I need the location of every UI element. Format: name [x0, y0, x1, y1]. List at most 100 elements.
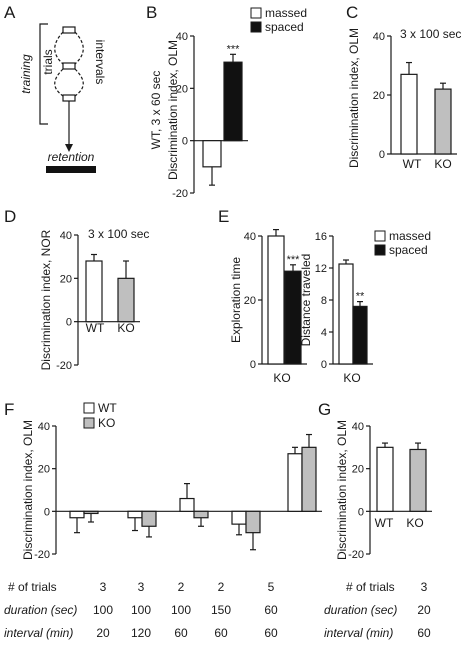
category-label-e2: KO: [343, 371, 360, 385]
training-schematic: [39, 23, 96, 173]
table-f-cell: 3: [100, 580, 107, 594]
trial-table-g: # of trials duration (sec) interval (min…: [324, 580, 431, 640]
category-label-g: WT: [375, 516, 394, 530]
y-tick-label-d: -20: [56, 360, 72, 372]
bar-f-wt-3: [231, 510, 247, 525]
y-axis-label-d: Discrimination index, NOR: [39, 229, 53, 370]
table-f-cell: 60: [264, 603, 278, 617]
bar-d-wt: [85, 260, 103, 323]
y-tick-label-f: 40: [38, 421, 50, 433]
legend-f-ko: KO: [98, 416, 115, 430]
legend-e: massed spaced: [374, 229, 431, 257]
intervals-label: intervals: [93, 40, 107, 85]
table-g-cell: 20: [417, 603, 431, 617]
legend-b-massed-swatch: [250, 7, 262, 19]
y-tick-label-c: 20: [373, 90, 385, 102]
y-axis-label-c: Discrimination index, OLM: [347, 28, 361, 168]
legend-f: WT KO: [83, 401, 117, 430]
table-f-cell: 60: [214, 626, 228, 640]
chart-b: -20 0 20 40 WT, 3 x 60 sec Discrimination ind…: [149, 31, 248, 200]
chart-d: -20 0 20 40 Discrimination index, NOR WT KO: [39, 229, 140, 372]
table-f-cells: 3 100 20 3 100 120 2 100 60 2 150 60 5 60 60: [93, 580, 278, 640]
y-tick-label-e1: 40: [244, 231, 256, 243]
y-tick-label-d: 20: [60, 273, 72, 285]
table-f-row-label-interval: interval (min): [4, 626, 73, 640]
y-axis-label-b: Discrimination index, OLM: [166, 40, 180, 180]
condition-c: 3 x 100 sec: [400, 27, 461, 41]
bar-e1-massed: [267, 235, 285, 365]
y-tick-label-e1: 0: [250, 359, 256, 371]
panel-label-f: F: [4, 400, 14, 419]
legend-b: massed spaced: [250, 6, 307, 34]
table-f-cell: 100: [93, 603, 113, 617]
category-label-e1: KO: [273, 371, 290, 385]
category-label-g: KO: [406, 516, 423, 530]
bar-d-ko: [117, 277, 135, 323]
y-tick-label-b: -20: [172, 188, 188, 200]
y-tick-label-b: 20: [176, 83, 188, 95]
y-tick-label-e2: 12: [315, 263, 327, 275]
y-tick-label-e2: 4: [321, 327, 327, 339]
panel-label-b: B: [146, 3, 157, 22]
category-label-c: WT: [403, 157, 422, 171]
bar-f-wt-0: [69, 510, 85, 519]
table-f-cell: 60: [174, 626, 188, 640]
retention-label: retention: [48, 150, 95, 164]
y-axis-label-e2: Distance traveled: [299, 254, 313, 347]
trials-label: trials: [41, 49, 55, 74]
table-g-cell: 60: [417, 626, 431, 640]
table-f-cell: 2: [178, 580, 185, 594]
table-g-row-label-interval: interval (min): [324, 626, 393, 640]
table-g-row-label-trials: # of trials: [346, 580, 395, 594]
table-g-cell: 3: [421, 580, 428, 594]
y-tick-label-b: 0: [182, 136, 188, 148]
table-f-row-label-duration: duration (sec): [4, 603, 77, 617]
category-label-c: KO: [434, 157, 451, 171]
significance-e2: **: [356, 291, 365, 303]
legend-f-wt-swatch: [83, 402, 95, 414]
bar-f-ko-3: [245, 510, 261, 534]
y-tick-label-c: 0: [379, 149, 385, 161]
table-f-cell: 100: [171, 603, 191, 617]
table-f-cell: 3: [138, 580, 145, 594]
table-f-cell: 2: [218, 580, 225, 594]
category-label-d: WT: [86, 321, 105, 335]
bar-f-wt-4: [287, 453, 303, 512]
legend-b-massed: massed: [265, 6, 307, 20]
panel-label-e: E: [218, 207, 229, 226]
legend-f-ko-swatch: [83, 417, 95, 429]
interval-arrow-2: [74, 68, 84, 97]
condition-d: 3 x 100 sec: [88, 227, 149, 241]
legend-b-spaced: spaced: [265, 20, 304, 34]
trial-box-2: [62, 62, 76, 70]
bar-g-ko: [409, 448, 427, 512]
table-f-row-label-trials: # of trials: [8, 580, 57, 594]
panel-label-d: D: [4, 207, 16, 226]
legend-e-spaced-swatch: [374, 244, 386, 256]
bar-f-ko-0: [83, 510, 99, 515]
bar-f-ko-4: [301, 446, 317, 512]
training-bracket: [39, 23, 48, 125]
table-f-cell: 60: [264, 626, 278, 640]
training-label: training: [19, 54, 33, 94]
legend-f-wt: WT: [98, 401, 117, 415]
legend-e-massed-swatch: [374, 230, 386, 242]
table-f-cell: 150: [211, 603, 231, 617]
y-tick-label-e2: 0: [321, 359, 327, 371]
retention-arrowhead: [65, 144, 73, 152]
panel-label-a: A: [4, 3, 16, 22]
y-tick-label-d: 40: [60, 230, 72, 242]
y-tick-label-e1: 20: [244, 295, 256, 307]
retention-bar: [46, 166, 96, 173]
table-f-cell: 100: [131, 603, 151, 617]
category-label-d: KO: [117, 321, 134, 335]
table-f-cell: 120: [131, 626, 151, 640]
panel-label-c: C: [346, 3, 358, 22]
bar-b-massed: [202, 140, 222, 168]
trial-arrow-1: [54, 31, 64, 65]
